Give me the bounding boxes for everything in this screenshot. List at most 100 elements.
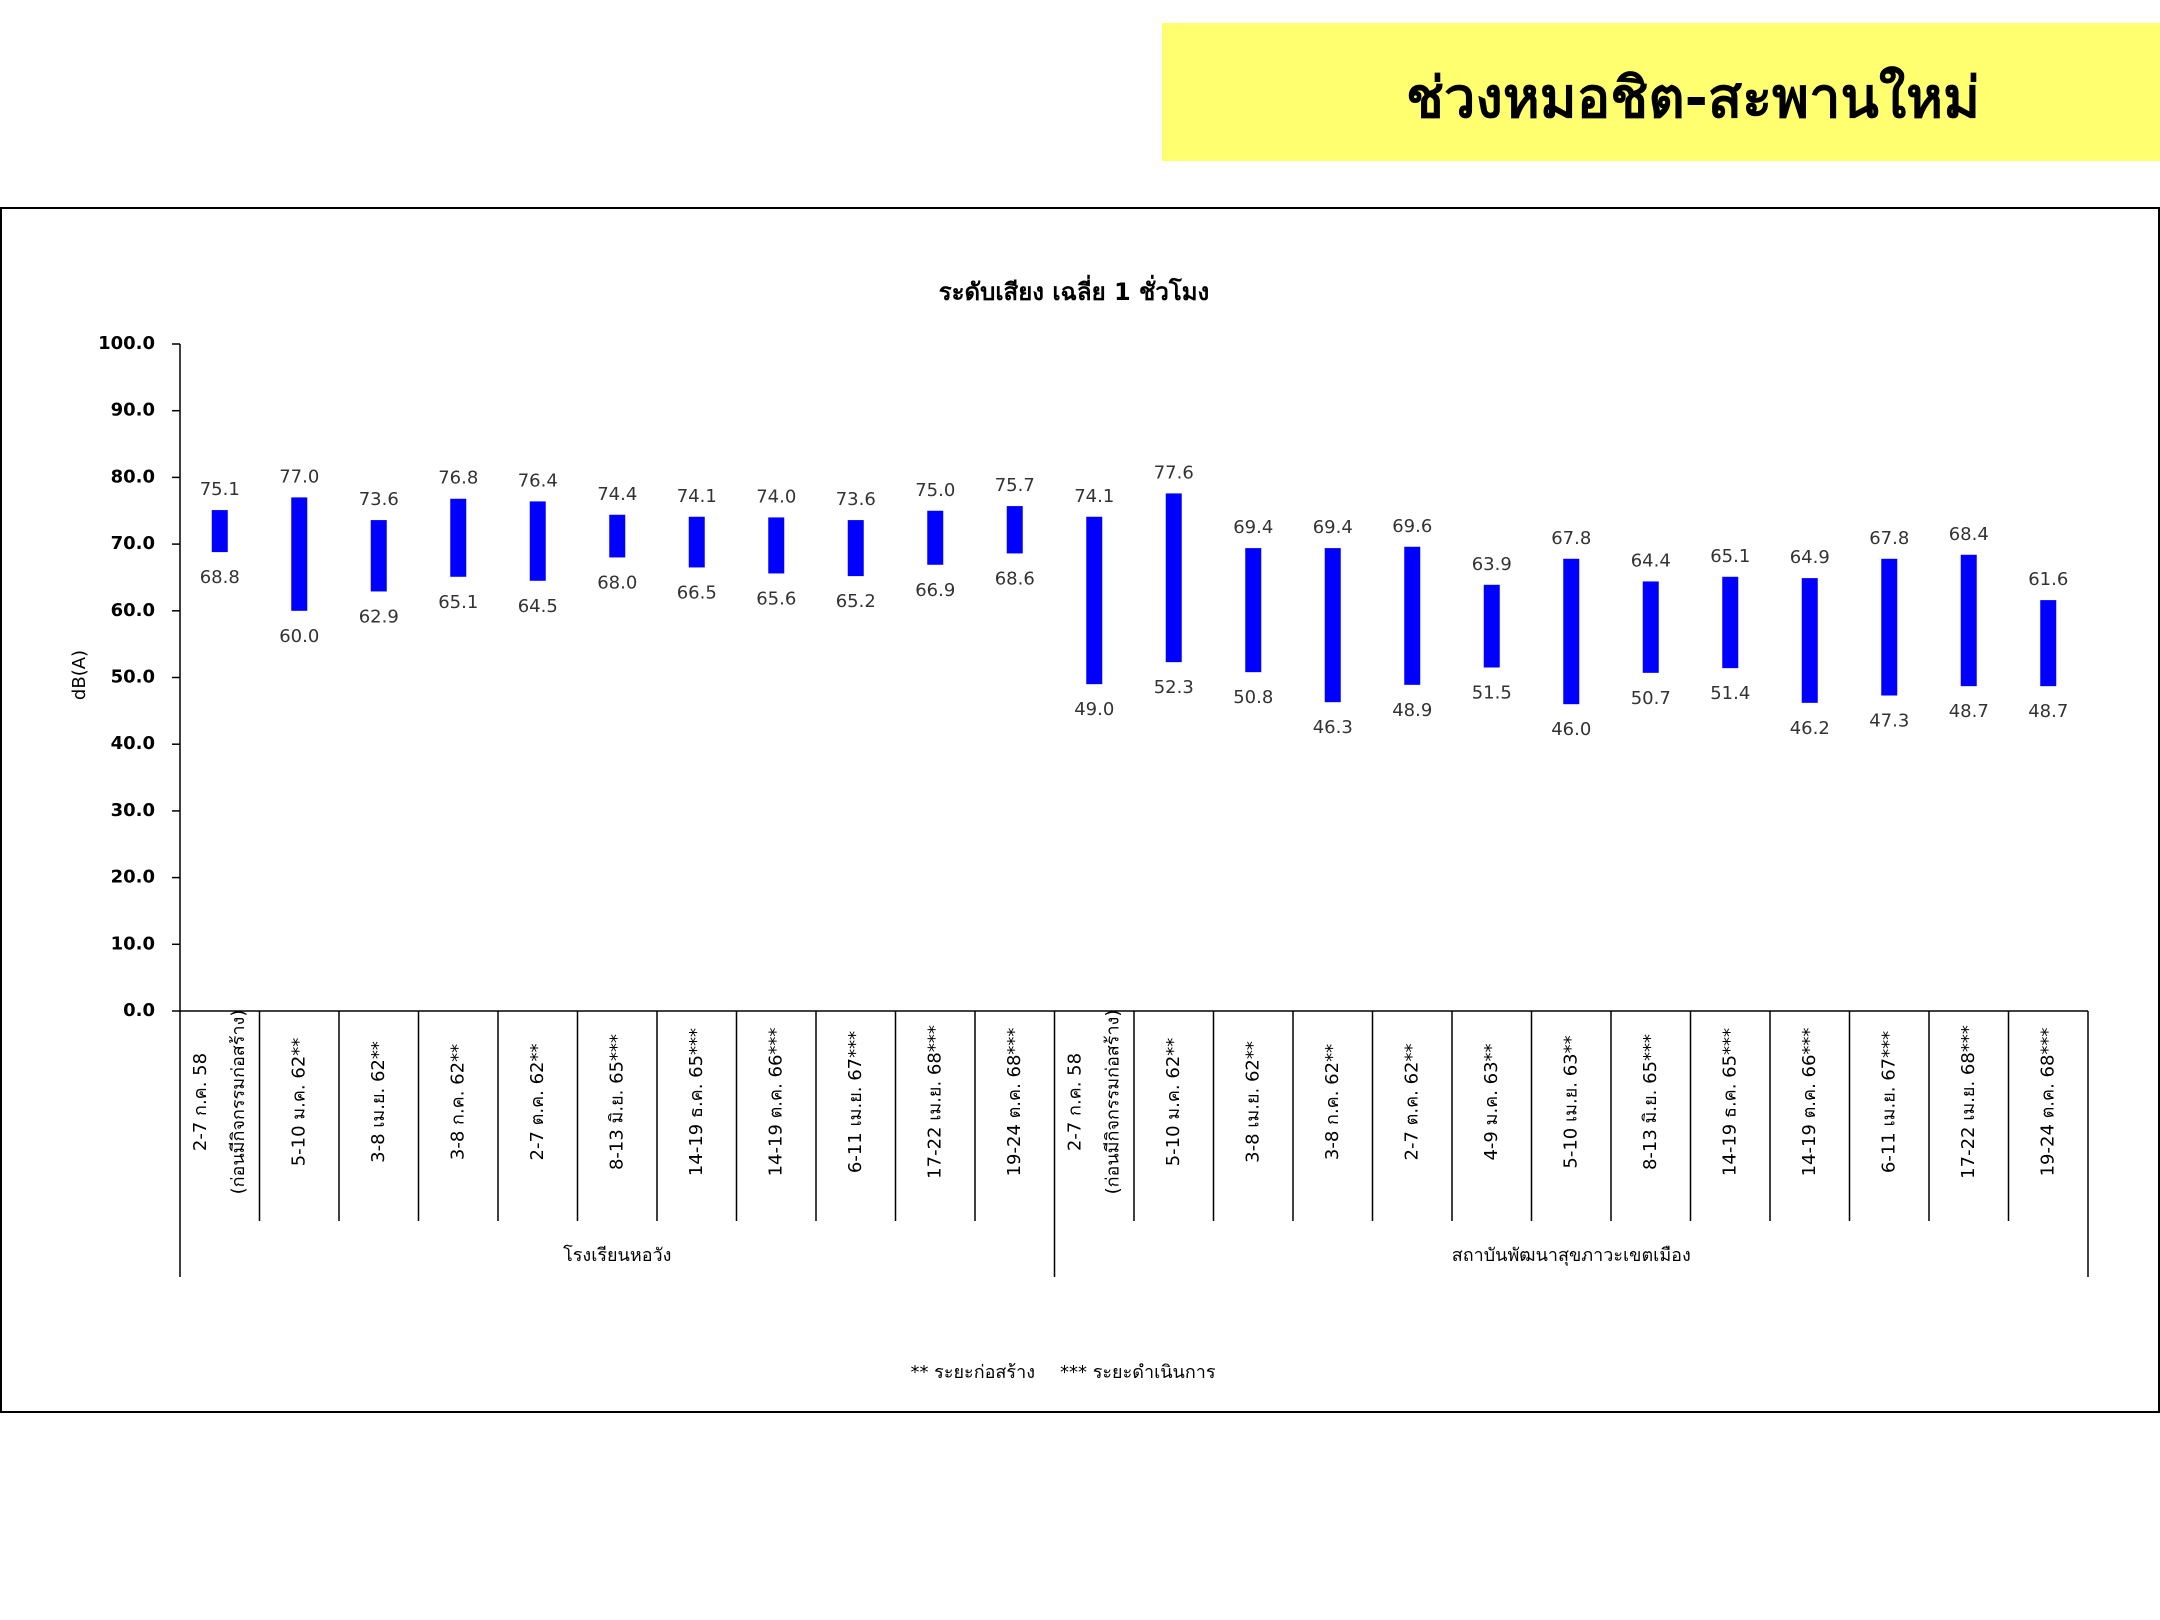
low-label: 66.9 (915, 580, 955, 601)
high-label: 65.1 (1710, 546, 1750, 567)
low-label: 46.2 (1790, 718, 1830, 739)
x-tick-label: 8-13 มิ.ย. 65*** (606, 1034, 627, 1170)
range-bar (1801, 578, 1818, 703)
low-label: 65.6 (756, 588, 796, 609)
range-bar (1960, 554, 1977, 687)
x-tick-label: 3-8 ก.ค. 62** (447, 1044, 468, 1160)
range-bar (847, 520, 864, 577)
high-label: 61.6 (2028, 569, 2068, 590)
range-bar (2040, 600, 2057, 687)
x-tick-label: 14-19 ต.ค. 66*** (1799, 1028, 1820, 1177)
low-label: 50.8 (1233, 687, 1273, 708)
low-label: 65.2 (836, 591, 876, 612)
x-tick-label: 3-8 ก.ค. 62** (1322, 1044, 1343, 1160)
range-bar (1642, 581, 1659, 673)
header-box: ช่วงหมอชิต-สะพานใหม่ (1162, 23, 2160, 161)
low-label: 62.9 (359, 606, 399, 627)
range-bar (1881, 558, 1898, 696)
x-tick-label: 8-13 มิ.ย. 65*** (1640, 1034, 1661, 1170)
low-label: 46.0 (1551, 719, 1591, 740)
x-tick-label: 5-10 ม.ค. 62** (1163, 1038, 1184, 1167)
range-bar (291, 497, 308, 611)
y-tick-label: 70.0 (111, 533, 155, 554)
high-label: 69.6 (1392, 516, 1432, 537)
high-label: 77.6 (1154, 462, 1194, 483)
high-label: 69.4 (1313, 517, 1353, 538)
y-tick-label: 10.0 (111, 933, 155, 954)
range-bar (211, 510, 228, 553)
group-label: สถาบันพัฒนาสุขภาวะเขตเมือง (1452, 1245, 1691, 1266)
y-tick-label: 80.0 (111, 466, 155, 487)
high-label: 64.4 (1631, 550, 1671, 571)
range-bar (370, 520, 387, 592)
y-tick-label: 40.0 (111, 733, 155, 754)
y-tick-label: 0.0 (123, 1000, 155, 1021)
high-label: 75.1 (200, 479, 240, 500)
x-tick-label: 17-22 เม.ย. 68*** (1958, 1025, 1979, 1179)
range-bar (1483, 584, 1500, 668)
chart-border (0, 207, 2160, 1413)
high-label: 76.4 (518, 470, 558, 491)
x-tick-label: 3-8 เม.ย. 62** (1242, 1041, 1263, 1163)
high-label: 67.8 (1551, 528, 1591, 549)
low-label: 60.0 (279, 626, 319, 647)
high-label: 74.1 (677, 486, 717, 507)
x-tick-label: 19-24 ต.ค. 68*** (2037, 1028, 2058, 1177)
low-label: 51.4 (1710, 683, 1750, 704)
chart-title: ระดับเสียง เฉลี่ย 1 ชั่วโมง (939, 274, 1210, 306)
low-label: 47.3 (1869, 711, 1909, 732)
low-label: 46.3 (1313, 717, 1353, 738)
x-tick-label: 6-11 เม.ย. 67*** (1878, 1031, 1899, 1173)
x-tick-label: 2-7 ก.ค. 58 (1064, 1053, 1085, 1151)
x-tick-label: 2-7 ก.ค. 58 (190, 1053, 211, 1151)
footnote: *** ระยะดำเนินการ (1060, 1362, 1216, 1383)
x-tick-label: 4-9 ม.ค. 63** (1481, 1043, 1502, 1160)
y-axis-label: dB(A) (69, 650, 90, 700)
low-label: 68.0 (597, 572, 637, 593)
x-tick-label: 2-7 ต.ค. 62** (527, 1044, 548, 1161)
x-tick-label: 6-11 เม.ย. 67*** (845, 1031, 866, 1173)
high-label: 75.7 (995, 475, 1035, 496)
x-tick-label: (ก่อนมีกิจกรรมก่อสร้าง) (1102, 1010, 1123, 1195)
y-tick-label: 60.0 (111, 600, 155, 621)
range-bar (1324, 548, 1341, 703)
high-label: 73.6 (359, 489, 399, 510)
x-tick-label: 19-24 ต.ค. 68*** (1004, 1028, 1025, 1177)
low-label: 48.7 (2028, 701, 2068, 722)
y-tick-label: 100.0 (98, 333, 155, 354)
range-bar (1245, 548, 1262, 673)
range-bar (1563, 558, 1580, 705)
low-label: 48.9 (1392, 700, 1432, 721)
range-bar (688, 516, 705, 568)
page-title: ช่วงหมอชิต-สะพานใหม่ (1406, 66, 1980, 131)
low-label: 66.5 (677, 582, 717, 603)
low-label: 49.0 (1074, 699, 1114, 720)
footnote: ** ระยะก่อสร้าง (910, 1362, 1035, 1383)
high-label: 77.0 (279, 466, 319, 487)
low-label: 51.5 (1472, 682, 1512, 703)
range-bar (609, 514, 626, 558)
high-label: 68.4 (1949, 524, 1989, 545)
high-label: 74.0 (756, 486, 796, 507)
low-label: 64.5 (518, 596, 558, 617)
range-bar (927, 510, 944, 565)
x-tick-label: 14-19 ธ.ค. 65*** (686, 1028, 707, 1176)
high-label: 73.6 (836, 489, 876, 510)
x-tick-label: 17-22 เม.ย. 68*** (924, 1025, 945, 1179)
high-label: 74.1 (1074, 486, 1114, 507)
high-label: 67.8 (1869, 528, 1909, 549)
x-tick-label: 5-10 เม.ย. 63** (1560, 1035, 1581, 1168)
high-label: 63.9 (1472, 554, 1512, 575)
low-label: 68.8 (200, 567, 240, 588)
x-tick-label: 5-10 ม.ค. 62** (288, 1038, 309, 1167)
range-bar (1086, 516, 1103, 685)
x-tick-label: 14-19 ธ.ค. 65*** (1719, 1028, 1740, 1176)
high-label: 69.4 (1233, 517, 1273, 538)
x-tick-label: 3-8 เม.ย. 62** (368, 1041, 389, 1163)
low-label: 52.3 (1154, 677, 1194, 698)
low-label: 65.1 (438, 592, 478, 613)
range-bar (1722, 576, 1739, 669)
x-tick-label: 2-7 ต.ค. 62** (1401, 1044, 1422, 1161)
